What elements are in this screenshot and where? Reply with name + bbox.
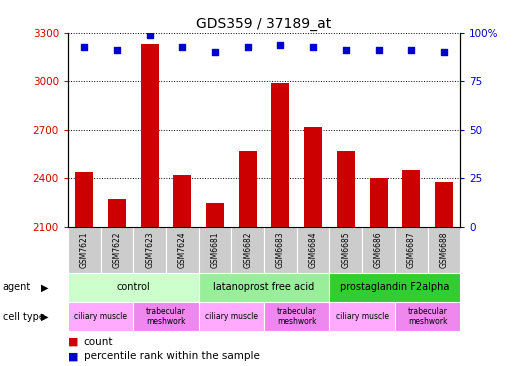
Text: trabecular
meshwork: trabecular meshwork	[277, 307, 317, 326]
Bar	[239, 151, 257, 227]
Text: agent: agent	[3, 282, 31, 292]
Point	[113, 48, 121, 53]
Text: GSM6682: GSM6682	[243, 232, 252, 268]
Text: percentile rank within the sample: percentile rank within the sample	[84, 351, 259, 361]
Bar	[75, 172, 93, 227]
Bar	[141, 44, 158, 227]
Text: GSM7622: GSM7622	[112, 232, 121, 268]
Bar	[304, 127, 322, 227]
Bar	[68, 273, 199, 302]
Text: GSM7624: GSM7624	[178, 231, 187, 268]
Bar	[329, 227, 362, 273]
Bar	[133, 302, 199, 331]
Text: GSM6686: GSM6686	[374, 231, 383, 268]
Title: GDS359 / 37189_at: GDS359 / 37189_at	[197, 16, 332, 30]
Bar	[402, 169, 420, 227]
Bar	[100, 227, 133, 273]
Text: ■: ■	[68, 337, 78, 347]
Bar	[329, 302, 395, 331]
Text: count: count	[84, 337, 113, 347]
Text: ■: ■	[68, 351, 78, 361]
Bar	[329, 273, 460, 302]
Bar	[435, 182, 453, 227]
Text: GSM6688: GSM6688	[439, 232, 448, 268]
Bar	[199, 273, 329, 302]
Text: ▶: ▶	[41, 282, 48, 292]
Bar	[337, 151, 355, 227]
Bar	[199, 227, 231, 273]
Bar	[166, 227, 199, 273]
Bar	[428, 227, 460, 273]
Point	[407, 48, 415, 53]
Text: prostaglandin F2alpha: prostaglandin F2alpha	[340, 282, 450, 292]
Text: cell type: cell type	[3, 311, 44, 322]
Bar	[68, 227, 100, 273]
Text: trabecular
meshwork: trabecular meshwork	[407, 307, 448, 326]
Bar	[231, 227, 264, 273]
Text: ciliary muscle: ciliary muscle	[74, 312, 127, 321]
Bar	[174, 175, 191, 227]
Text: ciliary muscle: ciliary muscle	[205, 312, 258, 321]
Text: ▶: ▶	[41, 311, 48, 322]
Bar	[370, 178, 388, 227]
Text: GSM7621: GSM7621	[80, 232, 89, 268]
Point	[211, 49, 219, 55]
Bar	[271, 83, 289, 227]
Bar	[362, 227, 395, 273]
Point	[178, 44, 187, 49]
Bar	[68, 302, 133, 331]
Text: control: control	[117, 282, 150, 292]
Text: latanoprost free acid: latanoprost free acid	[213, 282, 315, 292]
Point	[309, 44, 317, 49]
Bar	[395, 227, 428, 273]
Bar	[297, 227, 329, 273]
Point	[374, 48, 383, 53]
Text: GSM7623: GSM7623	[145, 231, 154, 268]
Text: GSM6684: GSM6684	[309, 231, 317, 268]
Text: GSM6681: GSM6681	[211, 232, 220, 268]
Text: trabecular
meshwork: trabecular meshwork	[146, 307, 186, 326]
Point	[342, 48, 350, 53]
Text: ciliary muscle: ciliary muscle	[336, 312, 389, 321]
Bar	[199, 302, 264, 331]
Point	[276, 42, 285, 48]
Text: GSM6683: GSM6683	[276, 231, 285, 268]
Bar	[108, 199, 126, 227]
Point	[145, 32, 154, 38]
Point	[440, 49, 448, 55]
Bar	[395, 302, 460, 331]
Text: GSM6687: GSM6687	[407, 231, 416, 268]
Text: GSM6685: GSM6685	[342, 231, 350, 268]
Bar	[264, 227, 297, 273]
Bar	[206, 203, 224, 227]
Bar	[264, 302, 329, 331]
Point	[80, 44, 88, 49]
Bar	[133, 227, 166, 273]
Point	[244, 44, 252, 49]
